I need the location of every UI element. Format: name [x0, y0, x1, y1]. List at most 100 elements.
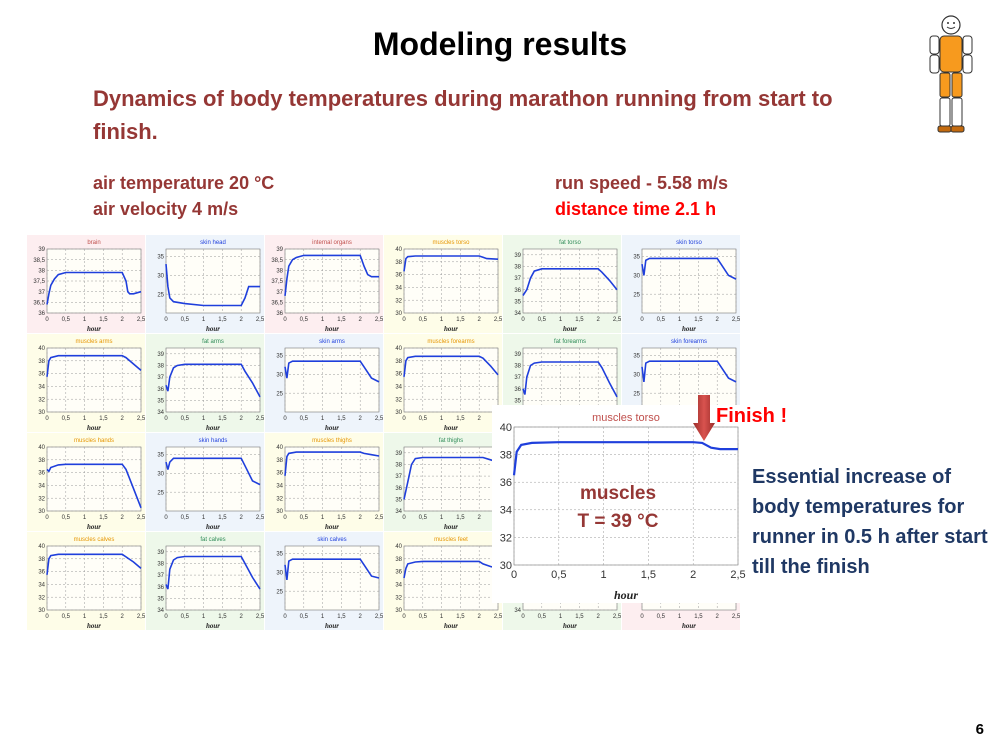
muscles-annotation-line2: T = 39 °C	[577, 511, 659, 532]
x-tick-label: 1	[202, 416, 206, 422]
x-tick-label: 2,5	[375, 614, 384, 620]
y-tick-label: 38	[395, 260, 402, 266]
x-axis-label: hour	[87, 523, 101, 531]
x-axis-label: hour	[325, 523, 339, 531]
plot-area	[165, 446, 261, 512]
y-tick-label: 37,5	[33, 279, 45, 285]
x-tick-label: 1,5	[218, 416, 227, 422]
y-tick-label: 35	[276, 552, 283, 558]
y-tick-label: 32	[395, 595, 402, 601]
chart-title: muscles torso	[592, 412, 660, 424]
x-tick-label: 0,5	[181, 614, 190, 620]
chart-title: muscles calves	[74, 537, 115, 543]
chart-panel: skin arms 25 30 35 0 0,5 1 1,5 2 2,5 hour	[265, 334, 384, 432]
chart-title: skin hands	[199, 438, 228, 444]
x-tick-label: 2	[716, 614, 720, 620]
y-tick-label: 36,5	[271, 300, 283, 306]
y-tick-label: 36	[276, 471, 283, 477]
x-tick-label: 1,5	[218, 515, 227, 521]
page-number: 6	[975, 721, 984, 738]
x-axis-label: hour	[206, 424, 220, 432]
x-axis-label: hour	[325, 424, 339, 432]
y-tick-label: 34	[38, 484, 45, 490]
x-axis-label: hour	[614, 588, 638, 602]
chart-title: fat calves	[200, 537, 225, 543]
chart-title: fat torso	[559, 240, 581, 246]
y-tick-label: 35	[157, 398, 164, 404]
x-tick-label: 0	[164, 614, 168, 620]
x-tick-label: 1	[321, 614, 325, 620]
y-tick-label: 36	[38, 570, 45, 576]
y-tick-label: 37	[395, 474, 402, 480]
chart-title: skin arms	[319, 339, 345, 345]
y-tick-label: 39	[395, 451, 402, 457]
y-tick-label: 36	[514, 288, 521, 294]
x-tick-label: 0,5	[419, 515, 428, 521]
plot-area	[46, 248, 142, 314]
x-tick-label: 2,5	[732, 317, 741, 323]
y-tick-label: 38,5	[33, 258, 45, 264]
x-tick-label: 2	[121, 416, 125, 422]
plot-area	[403, 446, 499, 512]
x-tick-label: 1,5	[337, 317, 346, 323]
x-tick-label: 2,5	[256, 416, 265, 422]
y-tick-label: 36	[500, 477, 512, 489]
y-tick-label: 34	[157, 410, 164, 416]
x-tick-label: 1,5	[456, 317, 465, 323]
x-tick-label: 0	[283, 317, 287, 323]
y-tick-label: 34	[157, 608, 164, 614]
x-tick-label: 1	[202, 614, 206, 620]
y-tick-label: 40	[395, 544, 402, 550]
x-tick-label: 0	[164, 317, 168, 323]
y-tick-label: 37	[157, 375, 164, 381]
x-tick-label: 1,5	[456, 614, 465, 620]
y-tick-label: 32	[395, 397, 402, 403]
chart-panel: fat calves 34 35 36 37 38 39 0 0,5 1 1,5 2 2,5 hour	[146, 532, 265, 630]
x-tick-label: 1	[83, 614, 87, 620]
y-tick-label: 34	[38, 385, 45, 391]
x-tick-label: 2,5	[375, 416, 384, 422]
x-tick-label: 1,5	[456, 416, 465, 422]
x-tick-label: 2	[478, 515, 482, 521]
y-tick-label: 30	[38, 410, 45, 416]
y-tick-label: 25	[157, 490, 164, 496]
x-axis-label: hour	[444, 325, 458, 333]
x-tick-label: 2	[121, 614, 125, 620]
y-tick-label: 30	[633, 273, 640, 279]
x-tick-label: 2,5	[730, 569, 745, 581]
series-line	[165, 363, 261, 398]
x-tick-label: 1,5	[456, 515, 465, 521]
y-tick-label: 35	[514, 299, 521, 305]
y-tick-label: 38	[395, 359, 402, 365]
plot-area	[46, 545, 142, 611]
y-tick-label: 38	[38, 268, 45, 274]
air-temperature-text: air temperature 20 °C	[93, 173, 275, 193]
x-tick-label: 0,5	[419, 416, 428, 422]
y-tick-label: 35	[157, 596, 164, 602]
x-tick-label: 0,5	[181, 515, 190, 521]
x-tick-label: 0	[164, 515, 168, 521]
x-tick-label: 2,5	[137, 317, 146, 323]
chart-panel: muscles torso 30 32 34 36 38 40 0 0,5 1 1,5 2 2,5 hou…	[492, 405, 746, 603]
y-tick-label: 30	[157, 273, 164, 279]
chart-panel: skin head 25 30 35 0 0,5 1 1,5 2 2,5 hour	[146, 235, 265, 333]
x-tick-label: 0	[640, 317, 644, 323]
plot-area	[165, 347, 261, 413]
y-tick-label: 38	[157, 364, 164, 370]
y-tick-label: 37,5	[271, 279, 283, 285]
finish-label: Finish !	[716, 405, 788, 427]
series-line	[641, 360, 737, 383]
y-tick-label: 36	[514, 387, 521, 393]
x-tick-label: 0,5	[538, 317, 547, 323]
y-tick-label: 37	[514, 276, 521, 282]
plot-area	[165, 545, 261, 611]
chart-panel: skin torso 25 30 35 0 0,5 1 1,5 2 2,5 hour	[622, 235, 741, 333]
y-tick-label: 30	[38, 509, 45, 515]
series-line	[641, 257, 737, 280]
muscles-annotation-line1: muscles	[579, 483, 657, 504]
x-tick-label: 1	[83, 416, 87, 422]
chart-title: skin forearms	[671, 339, 707, 345]
plot-area	[403, 347, 499, 413]
y-tick-label: 39	[157, 550, 164, 556]
chart-panel: fat torso 34 35 36 37 38 39 0 0,5 1 1,5 2 2,5 hour	[503, 235, 622, 333]
